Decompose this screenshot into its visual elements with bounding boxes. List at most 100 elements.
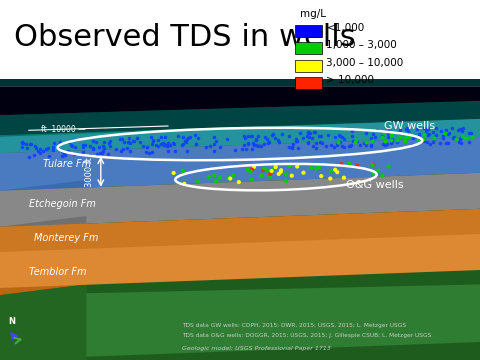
Point	[425, 131, 433, 137]
Point	[93, 140, 100, 145]
Point	[275, 171, 283, 177]
Polygon shape	[0, 216, 86, 263]
Point	[99, 144, 107, 149]
Point	[455, 139, 462, 145]
Point	[210, 134, 218, 139]
Point	[396, 134, 404, 140]
Point	[384, 130, 392, 136]
Point	[334, 169, 341, 175]
Text: O&G wells: O&G wells	[346, 180, 403, 190]
Point	[265, 139, 273, 145]
Point	[363, 130, 371, 136]
Point	[149, 138, 157, 143]
Point	[404, 134, 411, 139]
Point	[441, 131, 449, 136]
Point	[340, 136, 348, 142]
Point	[439, 133, 446, 139]
Point	[107, 143, 114, 149]
Point	[254, 133, 262, 139]
Point	[467, 130, 475, 136]
Point	[369, 171, 377, 176]
Point	[18, 144, 25, 150]
Polygon shape	[0, 86, 480, 360]
Point	[86, 143, 94, 149]
Point	[182, 139, 190, 145]
Point	[345, 144, 352, 149]
Point	[367, 143, 375, 149]
Point	[336, 133, 343, 139]
Point	[80, 142, 87, 148]
Text: Tulare Fm: Tulare Fm	[43, 159, 91, 169]
Point	[468, 134, 476, 140]
Point	[430, 135, 438, 141]
Point	[401, 135, 408, 141]
Point	[378, 133, 385, 139]
Point	[58, 148, 66, 154]
Point	[416, 131, 423, 137]
FancyBboxPatch shape	[295, 25, 322, 37]
Point	[216, 144, 224, 150]
FancyBboxPatch shape	[295, 77, 322, 89]
Point	[466, 130, 473, 135]
Polygon shape	[0, 86, 480, 115]
Point	[369, 131, 376, 136]
Point	[255, 143, 263, 149]
Point	[250, 142, 258, 148]
Point	[268, 168, 276, 174]
Point	[180, 141, 187, 147]
Point	[304, 139, 312, 145]
Point	[388, 138, 396, 144]
Point	[244, 167, 252, 172]
Text: 3,000 – 10,000: 3,000 – 10,000	[326, 58, 404, 68]
Point	[330, 144, 338, 150]
Point	[170, 141, 178, 147]
Point	[27, 141, 35, 147]
Point	[36, 147, 44, 152]
Point	[429, 129, 437, 135]
Point	[385, 129, 393, 134]
Point	[123, 145, 131, 151]
Text: mg/L: mg/L	[300, 9, 326, 19]
Point	[448, 125, 456, 130]
Point	[368, 135, 375, 141]
Point	[244, 141, 252, 147]
Point	[248, 167, 256, 172]
Point	[61, 153, 69, 158]
Text: N: N	[9, 317, 15, 326]
Point	[252, 142, 260, 148]
Point	[147, 134, 155, 140]
Point	[130, 138, 138, 144]
Point	[310, 143, 317, 149]
Point	[338, 134, 346, 140]
Point	[333, 140, 340, 146]
Point	[367, 142, 374, 148]
Point	[356, 142, 363, 148]
Point	[248, 177, 255, 183]
Point	[348, 143, 355, 148]
Point	[464, 135, 472, 140]
Point	[104, 151, 112, 157]
Point	[216, 175, 224, 181]
Polygon shape	[0, 252, 86, 295]
Point	[125, 139, 132, 144]
Point	[432, 132, 440, 138]
Point	[312, 166, 320, 171]
Point	[95, 144, 103, 150]
Point	[286, 163, 293, 168]
Point	[206, 143, 214, 149]
Point	[117, 136, 124, 141]
Point	[442, 127, 450, 132]
Point	[260, 141, 267, 147]
Point	[257, 143, 264, 149]
Point	[444, 131, 452, 137]
Point	[362, 142, 370, 148]
Point	[23, 145, 31, 151]
Point	[112, 146, 120, 152]
Point	[153, 142, 160, 148]
Point	[289, 141, 297, 147]
Point	[430, 139, 437, 145]
Point	[326, 176, 334, 181]
Point	[86, 152, 94, 158]
Point	[203, 144, 210, 150]
Point	[211, 141, 218, 147]
